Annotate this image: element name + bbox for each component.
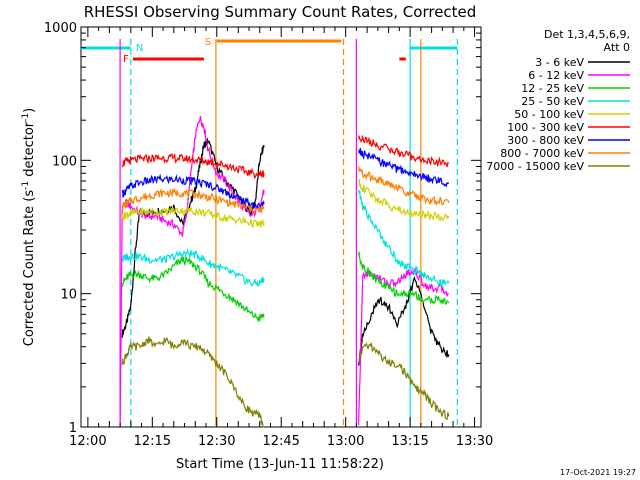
mode-vlines <box>119 39 458 427</box>
legend-label: 100 - 300 keV <box>507 121 584 134</box>
legend-label: 3 - 6 keV <box>535 56 584 69</box>
y-tick-label: 100 <box>52 154 77 169</box>
x-tick-label: 12:15 <box>134 434 171 449</box>
series-line-segment2 <box>358 148 450 188</box>
legend-label: 300 - 800 keV <box>507 134 584 147</box>
series-line <box>121 206 265 229</box>
x-tick-label: 12:00 <box>69 434 106 449</box>
flag-label-F: F <box>123 54 129 65</box>
y-tick-label: 1 <box>69 421 77 436</box>
series-line <box>122 187 265 214</box>
series-line <box>121 152 265 179</box>
y-axis: 1 10 100 1000 <box>44 21 481 436</box>
series-line-segment2 <box>358 134 450 167</box>
legend-label: 12 - 25 keV <box>521 82 584 95</box>
series-line-segment2 <box>358 190 450 288</box>
chart-title: RHESSI Observing Summary Count Rates, Co… <box>84 3 477 21</box>
flag-label-S: S <box>205 37 211 48</box>
x-tick-label: 13:15 <box>391 434 428 449</box>
series-line <box>121 255 265 323</box>
x-axis-label: Start Time (13-Jun-11 11:58:22) <box>176 457 384 472</box>
series-line <box>119 115 265 428</box>
legend-label: 6 - 12 keV <box>528 69 584 82</box>
series-line-segment2 <box>358 275 450 366</box>
legend-label: 800 - 7000 keV <box>500 147 584 160</box>
legend-label: 50 - 100 keV <box>514 108 584 121</box>
legend-label: 7000 - 15000 keV <box>486 160 584 173</box>
series-line-segment2 <box>358 178 450 222</box>
series-line <box>121 248 265 287</box>
series-line-segment2 <box>358 342 450 421</box>
y-axis-label: Corrected Count Rate (s-1 detector-1) <box>21 108 37 346</box>
series-line-segment2 <box>358 166 450 206</box>
series-line <box>121 173 265 210</box>
y-tick-label: 1000 <box>44 21 77 36</box>
series-line <box>121 336 264 428</box>
series-lines <box>119 115 450 428</box>
attenuator-flags: NF S <box>81 37 458 65</box>
x-tick-label: 13:30 <box>456 434 493 449</box>
x-tick-label: 12:30 <box>198 434 235 449</box>
legend-header-2: Att 0 <box>604 41 630 54</box>
y-tick-label: 10 <box>60 288 77 303</box>
x-axis: 12:00 12:15 12:30 12:45 13:00 13:15 13:30 <box>69 27 493 449</box>
legend-label: 25 - 50 keV <box>521 95 584 108</box>
legend-header-1: Det 1,3,4,5,6,9, <box>544 28 630 41</box>
x-tick-label: 12:45 <box>262 434 299 449</box>
series-line <box>121 137 265 338</box>
flag-label-N: N <box>136 43 143 54</box>
x-tick-label: 13:00 <box>327 434 364 449</box>
series-line-segment2 <box>358 251 450 305</box>
timestamp: 17-Oct-2021 19:27 <box>560 468 636 477</box>
